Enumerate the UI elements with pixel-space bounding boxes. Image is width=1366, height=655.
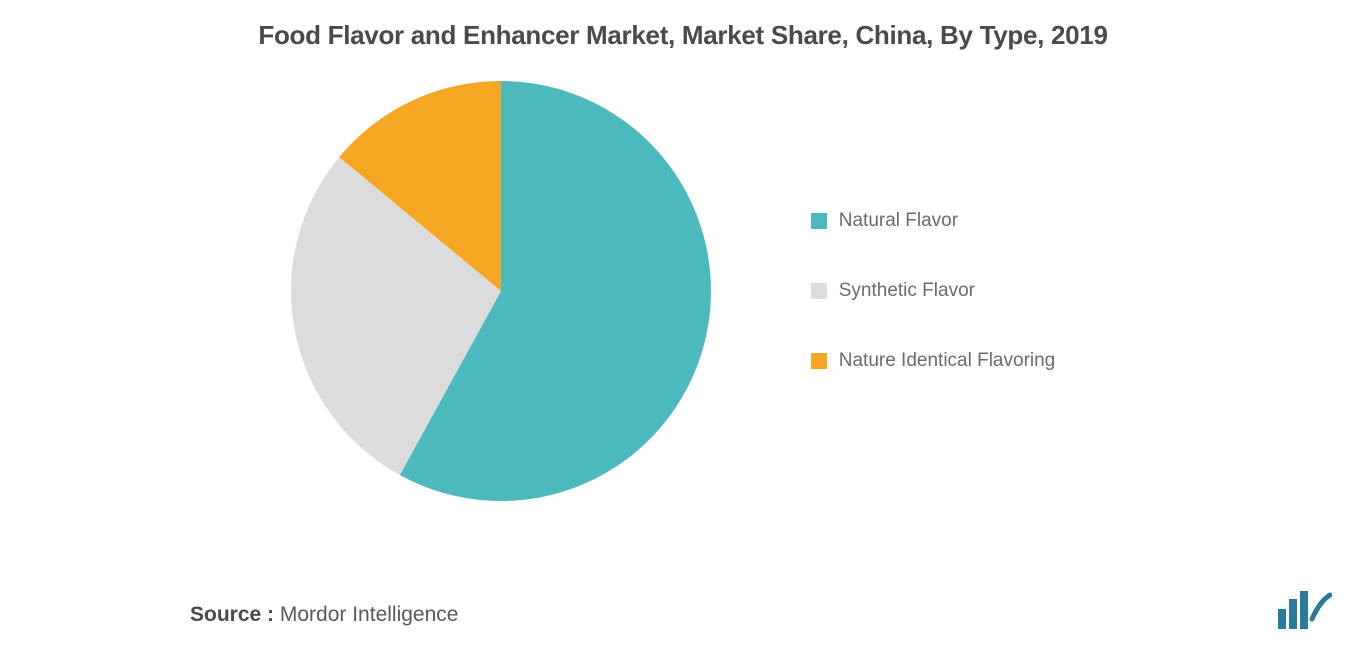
logo-bar-3	[1300, 591, 1308, 629]
legend-item-0: Natural Flavor	[811, 210, 1056, 232]
source-attribution: Source : Mordor Intelligence	[190, 603, 458, 627]
brand-logo	[1276, 591, 1332, 631]
legend-swatch-1	[811, 283, 827, 299]
logo-bar-2	[1289, 599, 1297, 629]
source-value: Mordor Intelligence	[280, 603, 459, 626]
legend-item-1: Synthetic Flavor	[811, 280, 1056, 302]
legend-label-1: Synthetic Flavor	[839, 280, 975, 302]
legend-label-0: Natural Flavor	[839, 210, 958, 232]
chart-container: Natural Flavor Synthetic Flavor Nature Ide…	[0, 81, 1366, 501]
source-label: Source :	[190, 603, 274, 626]
legend: Natural Flavor Synthetic Flavor Nature Ide…	[811, 210, 1056, 372]
legend-swatch-0	[811, 213, 827, 229]
legend-swatch-2	[811, 353, 827, 369]
logo-bar-1	[1278, 609, 1286, 629]
chart-title: Food Flavor and Enhancer Market, Market …	[0, 0, 1366, 51]
pie-chart-wrapper	[291, 81, 711, 501]
legend-item-2: Nature Identical Flavoring	[811, 350, 1056, 372]
logo-curve	[1312, 595, 1330, 619]
pie-chart	[291, 81, 711, 501]
legend-label-2: Nature Identical Flavoring	[839, 350, 1056, 372]
